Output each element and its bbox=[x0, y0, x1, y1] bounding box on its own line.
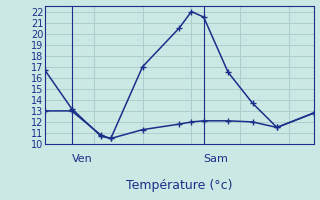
Text: Ven: Ven bbox=[72, 154, 92, 164]
Text: Température (°c): Température (°c) bbox=[126, 179, 232, 192]
Text: Sam: Sam bbox=[204, 154, 228, 164]
